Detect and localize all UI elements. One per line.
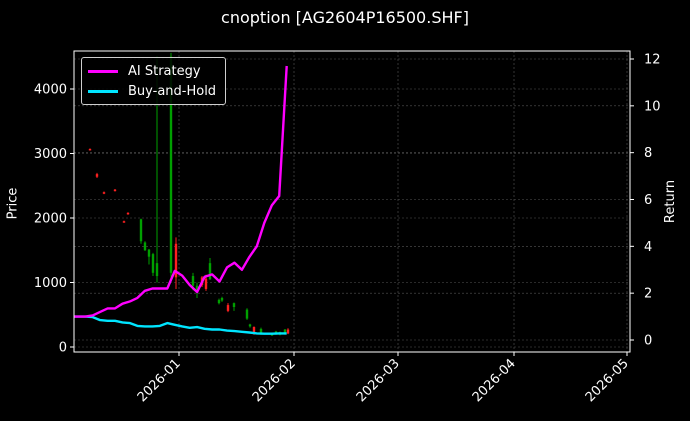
- svg-text:12: 12: [644, 53, 661, 68]
- svg-text:4000: 4000: [34, 83, 67, 98]
- svg-text:2: 2: [644, 287, 652, 302]
- chart-title: cnoption [AG2604P16500.SHF]: [221, 8, 469, 27]
- svg-text:4: 4: [644, 240, 652, 255]
- svg-text:2026-01: 2026-01: [135, 356, 184, 405]
- svg-text:0: 0: [59, 341, 67, 356]
- y-axis-right-label: Return: [663, 179, 679, 224]
- legend-label-ai-strategy: AI Strategy: [128, 63, 201, 79]
- svg-text:8: 8: [644, 146, 652, 161]
- plot-frame: [73, 50, 631, 353]
- return-lines: [74, 65, 288, 335]
- svg-text:6: 6: [644, 193, 652, 208]
- svg-text:2026-02: 2026-02: [250, 356, 299, 405]
- svg-text:2026-04: 2026-04: [470, 356, 519, 405]
- svg-text:2026-05: 2026-05: [583, 356, 632, 405]
- legend-swatch-buy-and-hold: [88, 89, 118, 93]
- legend-swatch-ai-strategy: [88, 69, 118, 73]
- legend-label-buy-and-hold: Buy-and-Hold: [128, 83, 217, 99]
- grid-lines: [74, 51, 630, 352]
- svg-text:2000: 2000: [34, 212, 67, 227]
- legend-item-ai-strategy: AI Strategy: [88, 62, 201, 80]
- svg-text:3000: 3000: [34, 147, 67, 162]
- legend-item-buy-and-hold: Buy-and-Hold: [88, 82, 216, 100]
- legend: AI Strategy Buy-and-Hold: [81, 57, 226, 105]
- y-axis-left-label: Price: [5, 187, 21, 220]
- svg-text:10: 10: [644, 99, 661, 114]
- svg-text:2026-03: 2026-03: [354, 356, 403, 405]
- svg-text:0: 0: [644, 334, 652, 349]
- svg-text:1000: 1000: [34, 276, 67, 291]
